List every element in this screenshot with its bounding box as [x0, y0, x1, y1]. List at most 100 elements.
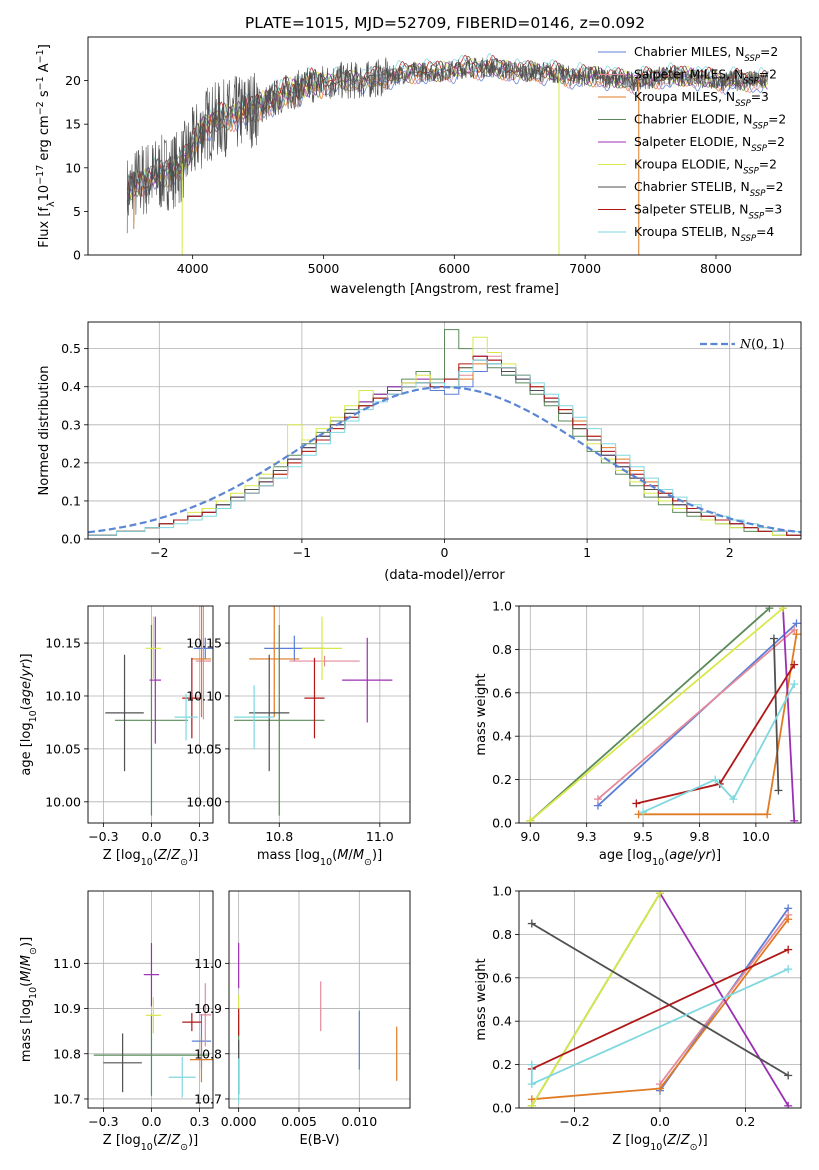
y-tick-label: 10.15 — [45, 636, 81, 651]
x-tick-label: 0.3 — [190, 829, 210, 844]
y-tick-label: 0.4 — [61, 379, 81, 394]
mass-weight-line — [529, 607, 784, 822]
mass-weight-kroupa-elodie — [526, 606, 787, 823]
errorbar-kroupa-stelib — [234, 685, 275, 749]
histogram-series — [88, 329, 801, 539]
x-tick-label: −0.3 — [88, 829, 118, 844]
x-tick-label: 9.8 — [690, 829, 710, 844]
mass-weight-chabrier-stelib — [527, 919, 793, 1080]
x-tick-label: 11.0 — [366, 829, 394, 844]
x-tick-label: 0 — [441, 545, 449, 560]
mass-vs-ebv-panel: 0.000 0.005 0.010 10.7 10.8 10.9 11.0 E(B-V) — [194, 890, 411, 1148]
errorbar-kroupa-stelib — [174, 693, 198, 741]
plot-frame — [87, 36, 802, 256]
errorbar-kroupa-miles — [189, 1037, 213, 1083]
y-axis-label: Flux [fλ10−17 erg cm−2 s−1 A−1] — [35, 44, 57, 248]
x-tick-label: 0.3 — [190, 1114, 210, 1129]
x-tick-label: 1 — [583, 545, 591, 560]
x-axis-label: age [log10(age/yr)] — [599, 848, 721, 868]
age-vs-metallicity-panel: −0.3 0.0 0.3 10.00 10.05 10.10 10.15 Z [log10(Z… — [19, 605, 214, 868]
x-axis-label: mass [log10(M/M⊙)] — [257, 848, 382, 868]
y-tick-label: 10 — [65, 160, 81, 175]
mass-weight-salpeter-stelib — [632, 660, 799, 808]
y-tick-label: 10.05 — [186, 741, 222, 756]
errorbar-salpeter-stelib — [182, 657, 202, 739]
legend-entry-normal: N(0, 1) — [739, 336, 785, 351]
y-tick-label: 10.9 — [194, 1001, 222, 1016]
y-tick-label: 0.0 — [492, 816, 512, 831]
mass-weight-kroupa-stelib — [639, 680, 799, 817]
y-tick-label: 11.0 — [53, 956, 81, 971]
legend-entry-kroupa-miles: Kroupa MILES, NSSP=3 — [634, 90, 769, 109]
spectrum-panel: 4000 5000 6000 7000 8000 0 5 10 15 20 wavelength [… — [35, 36, 802, 297]
x-tick-label: 0.005 — [281, 1114, 317, 1129]
x-axis-label: Z [log10(Z/Z⊙)] — [103, 1133, 198, 1153]
mass-weight-line — [773, 638, 780, 791]
mass-weight-salpeter-elodie — [656, 891, 793, 1108]
y-tick-label: 10.00 — [45, 794, 81, 809]
y-tick-label: 10.10 — [186, 688, 222, 703]
age-vs-mass-panel: 10.8 11.0 10.00 10.05 10.10 10.15 mass [log10(… — [186, 605, 411, 868]
x-tick-label: 8000 — [700, 261, 732, 276]
y-tick-label: 10.8 — [53, 1046, 81, 1061]
y-tick-label: 10.9 — [53, 1001, 81, 1016]
mass-weight-chabrier-stelib — [769, 634, 783, 795]
errorbar-salpeter-elodie — [342, 637, 393, 723]
y-tick-label: 0.8 — [492, 642, 512, 657]
errorbar-chabrier-elodie — [114, 625, 188, 816]
mass-weight-lines — [527, 891, 793, 1108]
x-tick-label: −0.3 — [88, 1114, 118, 1129]
spectrum-kroupa-stelib — [126, 53, 769, 191]
x-axis-label: (data-model)/error — [384, 568, 505, 583]
mass-weight-line — [782, 608, 796, 821]
spectrum-salpeter-stelib — [126, 55, 769, 190]
errorbar-chabrier-stelib — [105, 654, 144, 772]
mass-weight-line — [659, 892, 789, 1107]
plot-frame — [228, 605, 411, 824]
x-tick-label: 9.5 — [633, 829, 653, 844]
errorbar-salpeter-miles — [289, 655, 360, 667]
x-tick-label: 9.0 — [520, 829, 540, 844]
x-tick-label: −2 — [150, 545, 168, 560]
errorbar-salpeter-stelib — [304, 657, 325, 739]
errorbar-salpeter-miles — [199, 983, 212, 1047]
errorbar-kroupa-elodie — [145, 997, 162, 1034]
residual-histogram-panel: −2 −1 0 1 2 0.0 0.1 0.2 0.3 0.4 0.5 (data-model)/er… — [37, 321, 802, 583]
mass-weight-vs-age-panel: 9.0 9.3 9.5 9.8 10.0 0.0 0.2 0.4 0.6 0.8 1.0 age [l… — [474, 599, 802, 868]
y-tick-label: 0.6 — [492, 970, 512, 985]
errorbar-salpeter-stelib — [182, 1013, 202, 1032]
y-tick-label: 0.4 — [492, 729, 512, 744]
errorbar-chabrier-elodie — [234, 625, 325, 816]
y-tick-label: 20 — [65, 73, 81, 88]
errorbar-chabrier-miles — [193, 637, 213, 659]
y-tick-label: 10.15 — [186, 636, 222, 651]
y-tick-label: 10.00 — [186, 794, 222, 809]
errorbar-chabrier-stelib — [249, 654, 290, 772]
y-tick-label: 0.3 — [61, 417, 81, 432]
x-tick-label: 6000 — [438, 261, 470, 276]
y-axis-label: Normed distribution — [37, 366, 52, 496]
y-tick-label: 10.7 — [53, 1091, 81, 1106]
errorbar-kroupa-elodie — [145, 616, 162, 681]
y-tick-label: 10.05 — [45, 741, 81, 756]
mass-weight-lines — [526, 606, 801, 823]
y-tick-label: 10.10 — [45, 688, 81, 703]
mass-weight-kroupa-elodie — [527, 891, 664, 1108]
spectrum-observed — [126, 57, 769, 234]
x-tick-label: −0.2 — [559, 1114, 589, 1129]
mass-weight-line — [531, 922, 789, 1077]
x-tick-label: 0.010 — [341, 1114, 377, 1129]
mass-weight-line — [597, 629, 795, 800]
legend-entry-kroupa-stelib: Kroupa STELIB, NSSP=4 — [634, 225, 774, 244]
y-axis-label: age [log10(age/yr)] — [19, 653, 39, 775]
errorbars — [93, 942, 213, 1098]
x-tick-label: 2 — [726, 545, 734, 560]
plot-frame — [228, 890, 411, 1109]
y-tick-label: 0.5 — [61, 341, 81, 356]
legend-entry-chabrier-elodie: Chabrier ELODIE, NSSP=2 — [634, 113, 786, 132]
y-tick-label: 0.4 — [492, 1014, 512, 1029]
spectrum-kroupa-miles — [126, 61, 768, 201]
y-tick-label: 0.2 — [492, 1057, 512, 1072]
x-tick-label: 10.8 — [265, 829, 293, 844]
errorbar-kroupa-elodie — [301, 616, 343, 681]
